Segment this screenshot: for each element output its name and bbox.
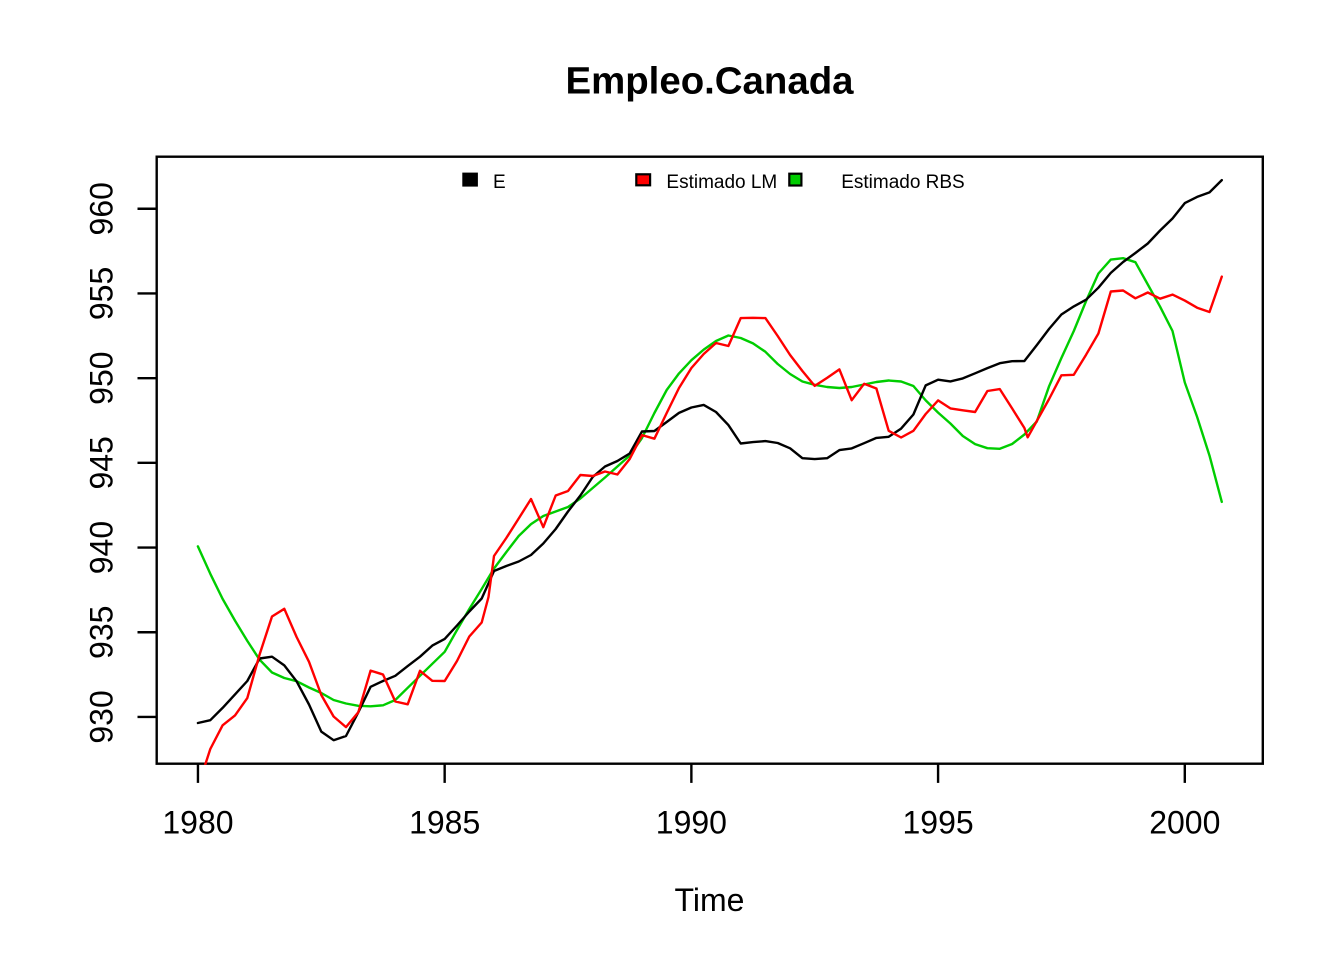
svg-text:955: 955 <box>84 267 120 320</box>
svg-text:1980: 1980 <box>162 805 233 841</box>
svg-text:1995: 1995 <box>902 805 973 841</box>
svg-text:1990: 1990 <box>656 805 727 841</box>
svg-text:Empleo.Canada: Empleo.Canada <box>565 60 854 103</box>
svg-text:Estimado LM: Estimado LM <box>666 172 777 193</box>
svg-text:2000: 2000 <box>1149 805 1220 841</box>
svg-text:935: 935 <box>84 606 120 659</box>
svg-text:940: 940 <box>84 521 120 574</box>
svg-text:930: 930 <box>84 690 120 743</box>
svg-text:Time: Time <box>675 882 745 918</box>
svg-text:E: E <box>493 172 506 193</box>
svg-text:960: 960 <box>84 182 120 235</box>
svg-text:945: 945 <box>84 436 120 489</box>
svg-text:1985: 1985 <box>409 805 480 841</box>
svg-text:Estimado RBS: Estimado RBS <box>841 172 965 193</box>
svg-text:950: 950 <box>84 351 120 404</box>
